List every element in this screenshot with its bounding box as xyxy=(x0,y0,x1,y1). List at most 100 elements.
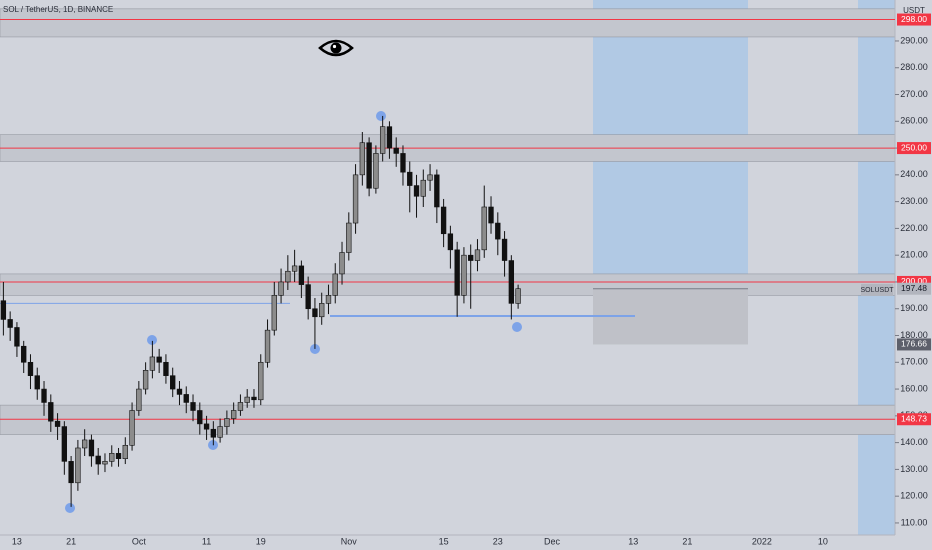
zone xyxy=(0,273,896,296)
candle-body xyxy=(312,308,318,318)
candle-body xyxy=(298,265,305,285)
y-tick-label: 270.00 xyxy=(900,89,928,99)
candle-body xyxy=(197,410,203,425)
y-tick-label: 120.00 xyxy=(900,491,928,501)
candle-body xyxy=(75,447,81,484)
candle-body xyxy=(7,319,13,328)
candle-body xyxy=(88,439,95,457)
price-badge xyxy=(897,142,931,155)
candle-body xyxy=(95,455,101,465)
price-badge-label: 176.66 xyxy=(901,339,927,349)
candle-body xyxy=(440,206,447,235)
price-badge-label: 250.00 xyxy=(901,142,927,152)
candle-body xyxy=(109,453,115,462)
x-tick-label: 13 xyxy=(628,536,638,546)
candle-body xyxy=(386,126,393,149)
candle-body xyxy=(495,222,501,240)
y-tick-label: 190.00 xyxy=(900,303,928,313)
x-tick-label: 13 xyxy=(12,536,22,546)
candle-body xyxy=(427,174,433,181)
candle-body xyxy=(54,420,61,427)
candle-body xyxy=(359,142,366,176)
candle-body xyxy=(176,388,183,395)
candle-body xyxy=(400,153,406,173)
candle-body xyxy=(291,265,298,272)
candle-body xyxy=(319,303,325,318)
symbol-badge xyxy=(861,284,893,296)
candle-body xyxy=(332,273,338,296)
date-range xyxy=(858,0,895,535)
candle-body xyxy=(102,461,108,465)
candle-body xyxy=(190,402,196,411)
candle-body xyxy=(0,300,7,320)
candle-body xyxy=(325,295,332,304)
candle-body xyxy=(230,410,237,419)
y-tick-label: 210.00 xyxy=(900,250,928,260)
x-tick-label: Oct xyxy=(132,536,147,546)
candle-body xyxy=(447,233,454,251)
candle-body xyxy=(434,174,440,208)
y-tick-label: 180.00 xyxy=(900,330,928,340)
candle-body xyxy=(413,185,420,197)
candle-body xyxy=(217,426,223,438)
candle-body xyxy=(183,394,189,403)
candle-body xyxy=(237,402,244,411)
y-tick-label: 240.00 xyxy=(900,169,928,179)
candle-body xyxy=(115,453,122,459)
y-tick-label: 160.00 xyxy=(900,383,928,393)
candle-body xyxy=(251,396,257,401)
candle-body xyxy=(366,142,372,189)
x-tick-label: 21 xyxy=(682,536,692,546)
candle-body xyxy=(244,396,250,403)
eye-icon xyxy=(318,39,354,57)
candle-body xyxy=(278,281,284,296)
candle-body xyxy=(129,410,135,446)
candle-body xyxy=(48,402,54,422)
candle-body xyxy=(501,238,508,261)
candle-body xyxy=(149,356,156,371)
candle-body xyxy=(379,126,386,154)
candle-body xyxy=(474,249,481,261)
price-badge xyxy=(897,13,931,26)
candle-body xyxy=(515,288,521,304)
candle-body xyxy=(258,361,264,401)
candle-body xyxy=(210,428,217,438)
candle-body xyxy=(21,345,27,363)
price-badge-label: 148.73 xyxy=(901,413,927,423)
candle-body xyxy=(264,329,271,363)
swing-markers xyxy=(65,111,522,513)
candle-body xyxy=(81,439,88,449)
candle-body xyxy=(224,418,230,427)
y-tick-label: 280.00 xyxy=(900,62,928,72)
price-badge xyxy=(897,413,931,426)
x-tick-label: 23 xyxy=(493,536,503,546)
candle-body xyxy=(68,461,74,484)
candle-body xyxy=(14,327,20,347)
y-tick-label: 230.00 xyxy=(900,196,928,206)
candle-body xyxy=(346,222,352,253)
candle-body xyxy=(393,147,399,154)
price-badge-label: 200.00 xyxy=(901,276,927,286)
candle-body xyxy=(488,206,494,224)
candle-body xyxy=(136,388,142,411)
candle-body xyxy=(454,249,460,296)
y-tick-label: 140.00 xyxy=(900,437,928,447)
candle-body xyxy=(352,174,359,224)
currency: USDT xyxy=(903,6,925,15)
candle-body xyxy=(156,356,162,363)
y-tick-label: 220.00 xyxy=(900,223,928,233)
candle-body xyxy=(508,260,515,304)
price-badge-label: 298.00 xyxy=(901,14,927,24)
candle-body xyxy=(142,370,149,390)
x-tick-label: 11 xyxy=(202,536,211,546)
price-badge xyxy=(897,338,931,351)
x-tick-label: 21 xyxy=(66,536,76,546)
candle-body xyxy=(461,254,467,296)
candle-body xyxy=(481,206,487,251)
x-tick-label: Nov xyxy=(341,536,358,546)
y-tick-label: 170.00 xyxy=(900,357,928,367)
candle-body xyxy=(420,179,426,197)
x-tick-label: 10 xyxy=(818,536,828,546)
